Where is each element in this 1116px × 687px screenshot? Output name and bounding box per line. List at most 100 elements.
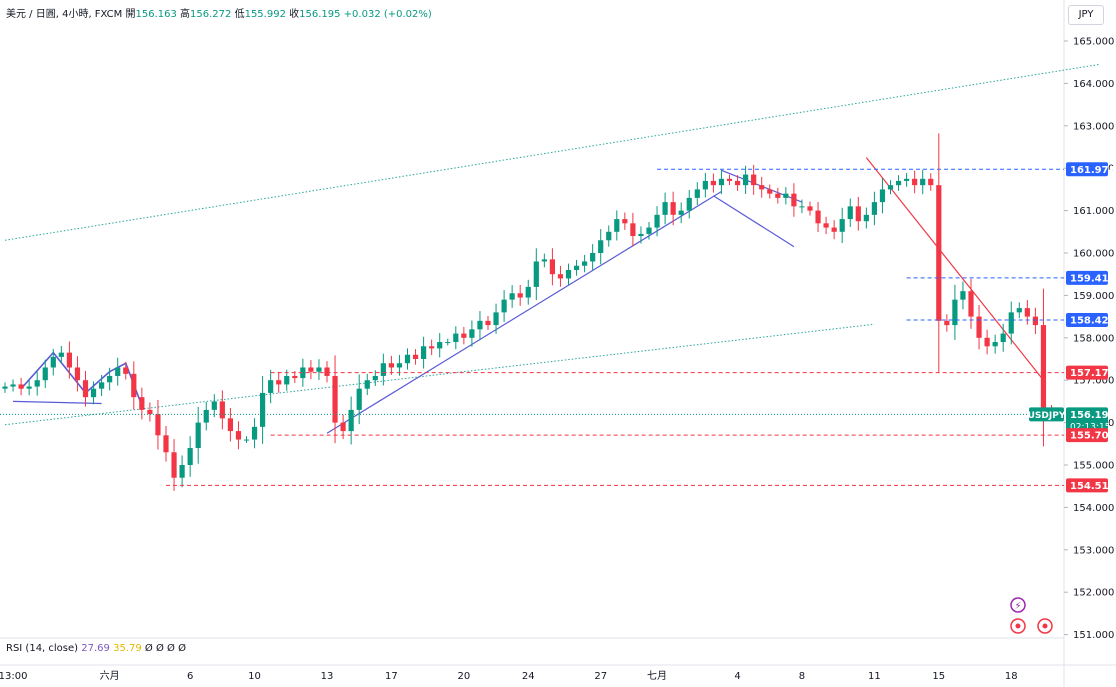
trendline-resistance	[865, 157, 1044, 381]
candle-body	[324, 367, 330, 376]
candle-body	[525, 286, 531, 298]
candle-body	[598, 240, 604, 253]
candle-body	[485, 320, 491, 326]
candle-body	[509, 293, 515, 300]
y-tick-label: 151.000	[1073, 630, 1114, 641]
candle-body	[74, 367, 81, 381]
candle-body	[944, 320, 950, 326]
price-label-badge	[1066, 428, 1108, 443]
x-tick-label: 18	[1005, 671, 1018, 682]
candle-body	[388, 363, 394, 368]
candle-body	[147, 409, 153, 415]
candle-body	[50, 356, 56, 368]
price-label: 154.518	[1070, 481, 1116, 492]
rsi-value: 27.69	[81, 643, 110, 654]
candle-body	[131, 373, 137, 398]
drawings	[4, 63, 1100, 434]
candle-body	[171, 452, 177, 478]
candle-body	[477, 320, 483, 330]
candle-body	[654, 214, 660, 228]
candle-body	[348, 409, 354, 432]
candle-body	[912, 178, 918, 186]
price-label-badge	[1066, 162, 1108, 177]
candle-body	[783, 193, 789, 198]
candle-body	[533, 261, 539, 287]
symbol-badge	[1029, 407, 1064, 422]
candle-body	[638, 233, 644, 237]
event-icon-dot	[1015, 623, 1021, 629]
candle-body	[976, 316, 982, 338]
price-label-badge	[1066, 365, 1108, 380]
close-label: 收	[289, 9, 300, 20]
candle-body	[1040, 325, 1047, 410]
trendline-pattern	[20, 351, 143, 406]
candle-body	[791, 193, 797, 207]
change-value: +0.032 (+0.02%)	[343, 9, 432, 20]
candle-body	[1008, 312, 1014, 334]
candle-body	[123, 367, 129, 374]
candle-body	[445, 342, 451, 344]
candle-body	[726, 178, 733, 181]
x-tick-label: 13	[321, 671, 334, 682]
x-tick-label: 20	[457, 671, 470, 682]
candle-body	[759, 185, 765, 190]
high-label: 高	[180, 9, 191, 20]
open-label: 開	[125, 9, 136, 20]
candle-body	[58, 352, 64, 357]
level-lines	[0, 168, 1064, 486]
candle-body	[453, 333, 459, 343]
candle-body	[573, 265, 580, 270]
candle-body	[260, 392, 266, 427]
y-tick-label: 164.000	[1073, 79, 1114, 90]
candle-body	[139, 397, 145, 410]
candle-body	[855, 206, 861, 222]
candle-body	[582, 261, 588, 266]
candle-body	[686, 197, 692, 211]
candle-body	[187, 448, 193, 465]
rsi-legend: RSI (14, close) 27.69 35.79 Ø Ø Ø Ø	[6, 643, 186, 654]
ohlc-legend: 美元 / 日圓, 4小時, FXCM 開156.163 高156.272 低15…	[6, 5, 432, 20]
candle-body	[501, 299, 507, 313]
candle-body	[895, 180, 902, 186]
candle-body	[316, 367, 322, 372]
x-tick-label: 13:00	[0, 671, 27, 682]
y-tick-label: 161.000	[1073, 206, 1114, 217]
candle-body	[541, 259, 547, 262]
candle-body	[99, 382, 105, 389]
candle-body	[928, 178, 934, 186]
x-tick-label: 4	[734, 671, 740, 682]
candle-body	[952, 299, 958, 326]
candle-body	[743, 174, 749, 186]
candle-body	[340, 422, 346, 432]
candle-body	[356, 388, 362, 410]
candle-body	[284, 375, 290, 385]
candle-body	[18, 384, 24, 389]
candle-body	[203, 409, 209, 423]
candle-body	[300, 367, 306, 379]
price-label: 157.179	[1070, 368, 1116, 379]
candle-body	[565, 269, 572, 279]
candle-body	[815, 210, 821, 224]
candle-body	[469, 329, 475, 338]
candle-body	[429, 346, 435, 349]
price-label-badge	[1066, 270, 1108, 285]
candle-body	[775, 193, 781, 198]
candle-body	[34, 380, 40, 387]
lightning-icon	[1010, 597, 1026, 613]
x-tick-label: 15	[932, 671, 945, 682]
x-tick-label: 6	[187, 671, 193, 682]
candle-body	[960, 291, 966, 300]
price-label: 159.412	[1070, 273, 1116, 284]
price-label: 155.704	[1070, 431, 1116, 442]
candle-body	[630, 223, 636, 237]
currency-button[interactable]: JPY	[1068, 5, 1104, 25]
candles	[2, 133, 1063, 491]
candle-body	[831, 227, 837, 232]
candle-body	[66, 352, 72, 368]
time-axis: 13:00 六月 6 10 13 17 20 24 27 七月 4 8 11 15 18	[0, 670, 1018, 682]
candle-body	[332, 375, 338, 423]
candle-body	[606, 231, 612, 241]
candle-body	[823, 223, 829, 228]
candle-body	[251, 426, 258, 440]
